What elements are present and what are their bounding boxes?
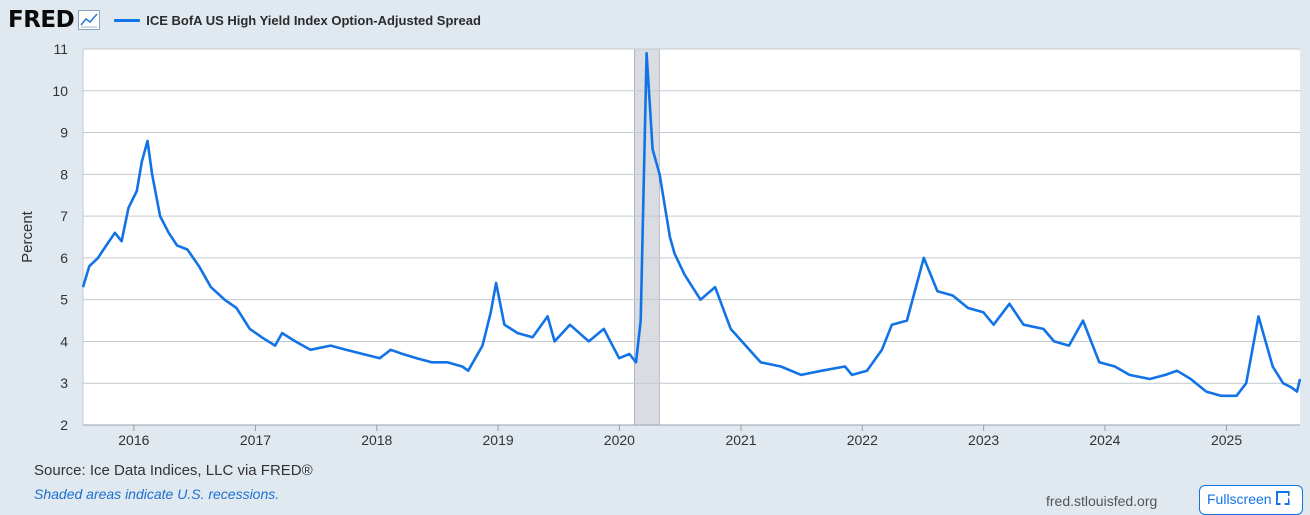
y-tick-label: 9	[60, 125, 68, 141]
x-tick-label: 2024	[1089, 432, 1120, 448]
x-tick-label: 2020	[604, 432, 635, 448]
plot-area	[83, 49, 1300, 425]
y-tick-label: 10	[52, 83, 68, 99]
fred-logo[interactable]: FRED	[8, 7, 75, 33]
chart-legend: ICE BofA US High Yield Index Option-Adju…	[114, 13, 481, 28]
legend-series-label: ICE BofA US High Yield Index Option-Adju…	[146, 12, 481, 28]
y-tick-label: 3	[60, 375, 68, 391]
y-tick-label: 11	[53, 41, 68, 57]
y-tick-label: 2	[60, 417, 68, 433]
x-tick-label: 2018	[361, 432, 392, 448]
legend-swatch	[114, 18, 141, 22]
line-chart: 2 3 4 5 6 7 8 9 10 11 2016 2017 2018 2019 2020 2021 202…	[19, 41, 1302, 448]
series-line	[81, 51, 1302, 398]
source-note: Source: Ice Data Indices, LLC via FRED®	[34, 462, 313, 479]
chart-line-icon	[78, 10, 101, 30]
recession-band	[634, 48, 660, 426]
y-tick-label: 6	[60, 250, 68, 266]
fred-url[interactable]: fred.stlouisfed.org	[1046, 493, 1158, 509]
x-tick-label: 2022	[847, 432, 878, 448]
y-tick-label: 8	[60, 166, 68, 182]
x-tick-label: 2021	[725, 432, 756, 448]
chart-header: FRED ICE BofA US High Yield Index Option…	[8, 6, 481, 34]
x-tick-label: 2023	[968, 432, 999, 448]
fullscreen-icon	[1275, 491, 1290, 505]
recession-note: Shaded areas indicate U.S. recessions.	[34, 486, 280, 502]
y-tick-label: 4	[60, 333, 68, 349]
y-axis-label: Percent	[19, 210, 36, 263]
x-tick-label: 2016	[118, 432, 149, 448]
y-tick-label: 5	[60, 292, 68, 308]
x-tick-label: 2017	[240, 432, 271, 448]
x-tick-label: 2019	[483, 432, 514, 448]
x-tick-label: 2025	[1211, 432, 1242, 448]
fullscreen-label: Fullscreen	[1207, 491, 1272, 507]
fullscreen-button[interactable]: Fullscreen	[1199, 485, 1303, 515]
y-tick-label: 7	[60, 208, 68, 224]
